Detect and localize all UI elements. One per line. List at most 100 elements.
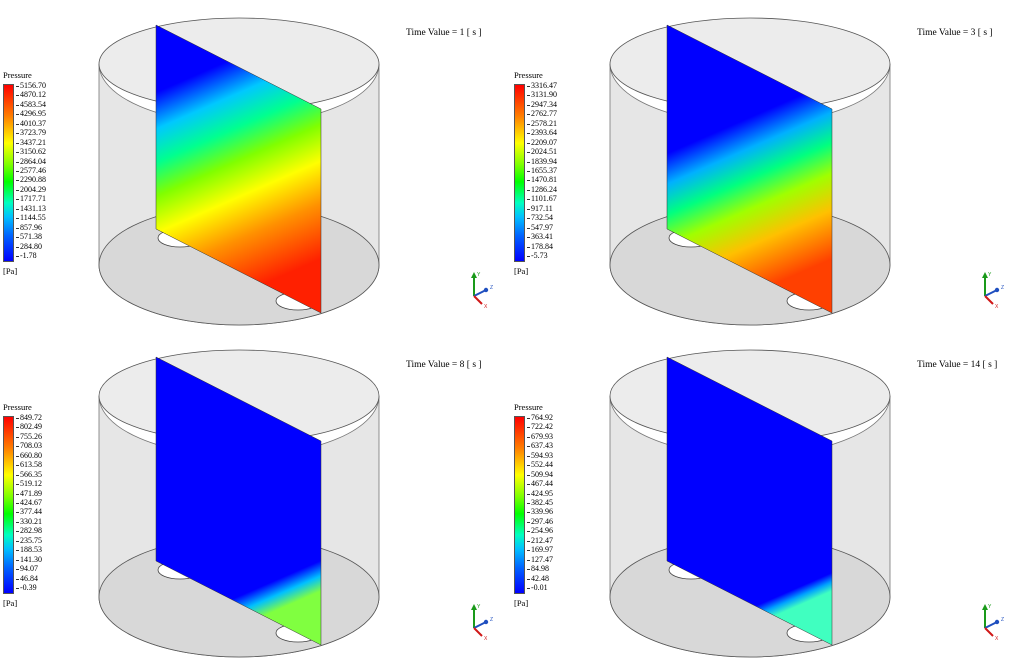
pressure-colorbar — [514, 416, 525, 594]
colorbar-tick-label: 297.46 — [527, 516, 553, 526]
colorbar-tick-label: 2578.21 — [527, 118, 557, 128]
axis-triad-icon: Y Z X — [471, 604, 493, 642]
colorbar-tick-label: 424.95 — [527, 488, 553, 498]
legend-unit: [Pa] — [3, 266, 18, 276]
legend-unit: [Pa] — [514, 598, 529, 608]
colorbar-tick-label: 547.97 — [527, 222, 553, 232]
legend-unit: [Pa] — [3, 598, 18, 608]
colorbar-tick-label: 1655.37 — [527, 166, 557, 175]
colorbar-tick-label: 382.45 — [527, 498, 553, 507]
colorbar-tick-label: 679.93 — [527, 431, 553, 441]
colorbar-tick-list: 5156.70 4870.12 4583.54 4296.95 4010.37 3723.… — [16, 82, 70, 262]
pressure-contour-plane — [666, 24, 833, 314]
colorbar-tick-label: 1286.24 — [527, 184, 557, 194]
colorbar-tick-label: 509.94 — [527, 469, 553, 479]
colorbar-tick-label: 2393.64 — [527, 128, 557, 138]
colorbar-tick-label: 1839.94 — [527, 156, 557, 166]
colorbar-tick-label: 1431.13 — [16, 203, 46, 213]
svg-text:X: X — [484, 636, 488, 642]
colorbar-tick-label: 613.58 — [16, 460, 42, 470]
cylinder-scene — [609, 17, 891, 326]
colorbar-tick-label: 84.98 — [527, 564, 549, 574]
colorbar-tick-label: 552.44 — [527, 460, 553, 470]
colorbar-tick-label: 212.47 — [527, 535, 553, 545]
simulation-panel-1: Time Value = 1 [ s ] Pressure 5156.70 487… — [0, 0, 511, 332]
colorbar-tick-label: 857.96 — [16, 222, 42, 232]
colorbar-tick-label: 519.12 — [16, 479, 42, 489]
cylinder-scene — [98, 17, 380, 326]
colorbar-tick-list: 3316.47 3131.90 2947.34 2762.77 2578.21 2393.… — [527, 81, 581, 262]
colorbar-tick-label: 339.96 — [527, 507, 553, 517]
colorbar-tick-label: 4583.54 — [16, 99, 46, 109]
colorbar-tick-label: 46.84 — [16, 573, 38, 583]
colorbar-tick-label: 566.35 — [16, 469, 42, 479]
colorbar-tick-label: 467.44 — [527, 479, 553, 489]
colorbar-tick-label: 2864.04 — [16, 156, 46, 166]
pressure-colorbar — [3, 416, 14, 594]
colorbar-tick-label: 3131.90 — [527, 90, 557, 100]
pressure-colorbar — [514, 84, 525, 262]
colorbar-tick-label: 917.11 — [527, 203, 553, 213]
colorbar-tick-label: 4870.12 — [16, 90, 46, 100]
legend-unit: [Pa] — [514, 266, 529, 276]
colorbar-tick-label: 330.21 — [16, 516, 42, 526]
simulation-panel-2: Time Value = 3 [ s ] Pressure 3316.47 313… — [511, 0, 1022, 332]
colorbar-tick-label: -0.39 — [16, 583, 37, 592]
colorbar-tick-label: 254.96 — [527, 526, 553, 536]
colorbar-tick-label: 42.48 — [527, 573, 549, 583]
colorbar-tick-label: 424.67 — [16, 498, 42, 507]
colorbar-tick-list: 849.72 802.49 755.26 708.03 660.80 613.58 566.… — [16, 413, 70, 594]
svg-text:X: X — [995, 636, 999, 642]
cylinder-scene — [609, 349, 891, 658]
svg-text:Z: Z — [1001, 617, 1004, 623]
axis-triad-icon: Y Z X — [982, 272, 1004, 310]
svg-text:Y: Y — [477, 272, 481, 278]
pressure-colorbar — [3, 84, 14, 262]
time-value-label: Time Value = 3 [ s ] — [917, 28, 993, 38]
colorbar-tick-label: 722.42 — [527, 422, 553, 432]
colorbar-tick-label: -1.78 — [16, 251, 37, 260]
colorbar-tick-label: 471.89 — [16, 488, 42, 498]
colorbar-tick-label: 127.47 — [527, 554, 553, 564]
time-value-label: Time Value = 14 [ s ] — [917, 360, 998, 370]
svg-text:X: X — [484, 304, 488, 310]
colorbar-tick-label: 2004.29 — [16, 184, 46, 194]
colorbar-tick-label: 4010.37 — [16, 118, 46, 128]
svg-text:Y: Y — [988, 272, 992, 278]
time-value-label: Time Value = 1 [ s ] — [406, 28, 482, 38]
colorbar-tick-label: 3316.47 — [527, 81, 557, 90]
colorbar-tick-label: 849.72 — [16, 413, 42, 422]
colorbar-tick-label: 755.26 — [16, 431, 42, 441]
colorbar-tick-label: 4296.95 — [16, 109, 46, 119]
colorbar-tick-label: 284.80 — [16, 241, 42, 251]
colorbar-tick-label: 2762.77 — [527, 109, 557, 119]
colorbar-tick-label: 363.41 — [527, 232, 553, 242]
colorbar-tick-label: 3723.79 — [16, 128, 46, 138]
svg-text:Y: Y — [988, 604, 992, 610]
colorbar-tick-label: 178.84 — [527, 241, 553, 251]
colorbar-tick-label: 732.54 — [527, 213, 553, 223]
colorbar-tick-label: 594.93 — [527, 450, 553, 460]
colorbar-tick-label: 637.43 — [527, 441, 553, 451]
colorbar-tick-label: 764.92 — [527, 413, 553, 422]
colorbar-tick-label: 2024.51 — [527, 147, 557, 157]
svg-text:Z: Z — [1001, 285, 1004, 291]
colorbar-tick-label: 141.30 — [16, 554, 42, 564]
colorbar-tick-list: 764.92 722.42 679.93 637.43 594.93 552.44 509.… — [527, 413, 581, 594]
colorbar-tick-label: 377.44 — [16, 507, 42, 517]
axis-triad-icon: Y Z X — [982, 604, 1004, 642]
colorbar-tick-label: 282.98 — [16, 526, 42, 536]
colorbar-tick-label: 1470.81 — [527, 175, 557, 185]
legend-title: Pressure — [514, 70, 543, 80]
legend-title: Pressure — [514, 402, 543, 412]
pressure-contour-plane — [666, 356, 833, 646]
colorbar-tick-label: 2947.34 — [527, 99, 557, 109]
colorbar-tick-label: 169.97 — [527, 545, 553, 555]
colorbar-tick-label: 235.75 — [16, 535, 42, 545]
pressure-contour-plane — [155, 24, 322, 314]
colorbar-tick-label: 94.07 — [16, 564, 38, 574]
svg-text:Y: Y — [477, 604, 481, 610]
time-value-label: Time Value = 8 [ s ] — [406, 360, 482, 370]
cylinder-scene — [98, 349, 380, 658]
axis-triad-icon: Y Z X — [471, 272, 493, 310]
